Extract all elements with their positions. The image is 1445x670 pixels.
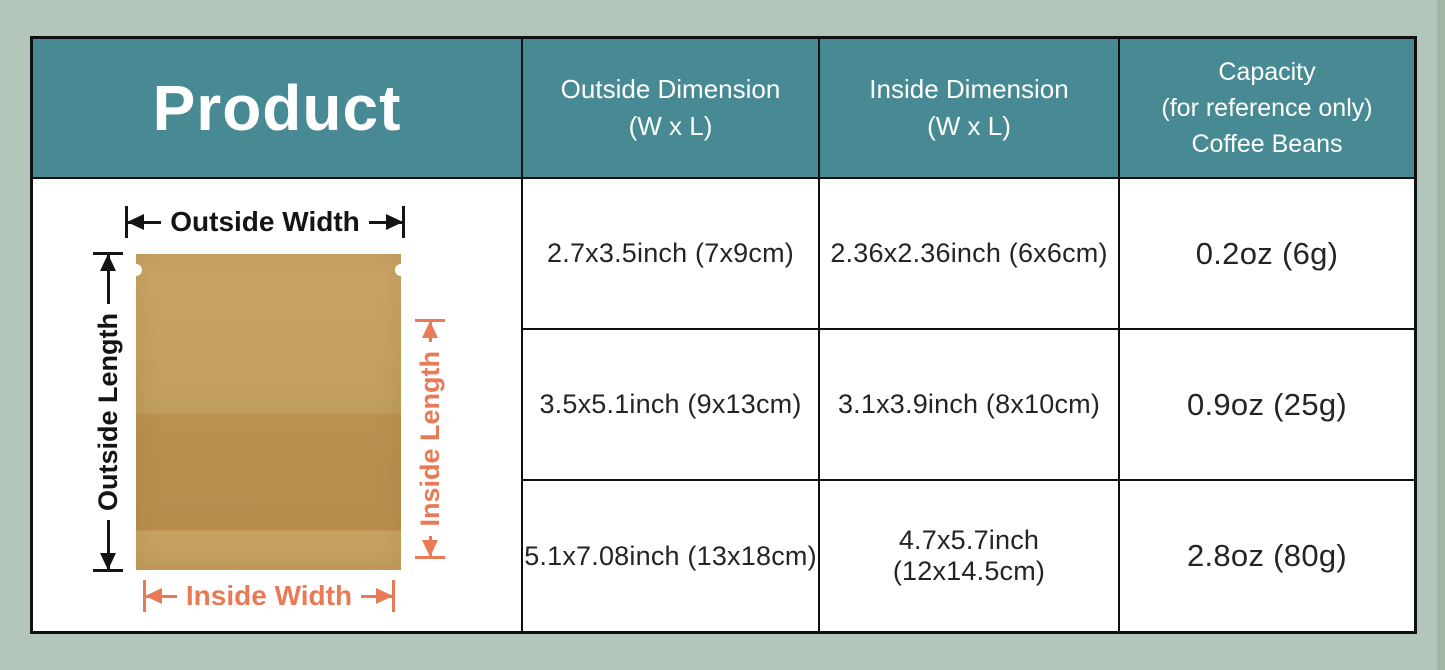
tear-notch-right xyxy=(395,264,407,276)
inside-dim-value: 2.36x2.36inch (6x6cm) xyxy=(830,238,1108,268)
table-cell: 2.7x3.5inch (7x9cm) xyxy=(523,179,820,330)
dimension-end-bar xyxy=(93,569,123,572)
inside-dim-value: 3.1x3.9inch (8x10cm) xyxy=(837,389,1101,419)
header-line: Inside Dimension xyxy=(869,74,1069,104)
header-line: Coffee Beans xyxy=(1191,130,1343,158)
arrow-up-icon xyxy=(106,255,110,304)
header-line: (W x L) xyxy=(927,111,1011,141)
table-cell: 5.1x7.08inch (13x18cm) xyxy=(523,481,820,631)
outside-width-label: Outside Width xyxy=(170,206,360,237)
header-outside-dimension: Outside Dimension (W x L) xyxy=(523,39,820,179)
dimension-end-bar xyxy=(392,580,395,612)
arrow-down-icon xyxy=(106,520,110,569)
inside-width-annotation: Inside Width xyxy=(143,579,395,613)
arrow-down-icon xyxy=(428,535,432,556)
inside-length-label: Inside Length xyxy=(414,351,445,527)
outside-length-label: Outside Length xyxy=(92,313,123,511)
table-cell: 2.8oz (80g) xyxy=(1120,481,1414,631)
kraft-bag-image xyxy=(130,254,407,570)
table-cell: 2.36x2.36inch (6x6cm) xyxy=(820,179,1120,330)
tear-notch-left xyxy=(130,264,142,276)
table-cell: 3.1x3.9inch (8x10cm) xyxy=(820,330,1120,481)
dimension-end-bar xyxy=(415,556,445,559)
header-inside-dimension: Inside Dimension (W x L) xyxy=(820,39,1120,179)
outside-width-annotation: Outside Width xyxy=(125,205,406,239)
arrow-up-icon xyxy=(428,322,432,343)
inside-dim-value: 4.7x5.7inch (12x14.5cm) xyxy=(892,525,1046,586)
arrow-right-icon xyxy=(361,594,392,598)
header-outside-dimension-lines: Outside Dimension (W x L) xyxy=(561,71,781,145)
header-line: (W x L) xyxy=(628,111,713,141)
header-line: Outside Dimension xyxy=(560,74,781,104)
inside-length-annotation: Inside Length xyxy=(410,319,450,559)
table-cell: 0.9oz (25g) xyxy=(1120,330,1414,481)
header-capacity: Capacity (for reference only) Coffee Bea… xyxy=(1120,39,1414,179)
table-cell: 0.2oz (6g) xyxy=(1120,179,1414,330)
table-cell: 4.7x5.7inch (12x14.5cm) xyxy=(820,481,1120,631)
header-product: Product xyxy=(33,39,523,179)
table-cell: 3.5x5.1inch (9x13cm) xyxy=(523,330,820,481)
header-capacity-lines: Capacity (for reference only) Coffee Bea… xyxy=(1161,54,1372,162)
inside-width-label: Inside Width xyxy=(185,580,353,611)
capacity-value: 0.2oz (6g) xyxy=(1195,235,1339,271)
header-line: Capacity xyxy=(1218,58,1316,86)
header-line: (for reference only) xyxy=(1161,94,1373,122)
product-diagram-cell: Outside Width Outside Length Inside Leng… xyxy=(33,179,523,631)
arrow-left-icon xyxy=(128,220,162,224)
outside-length-annotation: Outside Length xyxy=(88,252,128,572)
arrow-right-icon xyxy=(368,220,403,224)
size-table: Product Outside Dimension (W x L) Inside… xyxy=(30,36,1417,634)
product-title: Product xyxy=(152,72,402,144)
outside-dim-value: 3.5x5.1inch (9x13cm) xyxy=(539,389,802,419)
arrow-left-icon xyxy=(146,594,177,598)
dimension-end-bar xyxy=(402,206,406,238)
header-inside-dimension-lines: Inside Dimension (W x L) xyxy=(869,71,1068,145)
outside-dim-value: 5.1x7.08inch (13x18cm) xyxy=(524,540,817,571)
capacity-value: 0.9oz (25g) xyxy=(1186,386,1348,422)
capacity-value: 2.8oz (80g) xyxy=(1186,538,1348,573)
outside-dim-value: 2.7x3.5inch (7x9cm) xyxy=(547,238,794,268)
